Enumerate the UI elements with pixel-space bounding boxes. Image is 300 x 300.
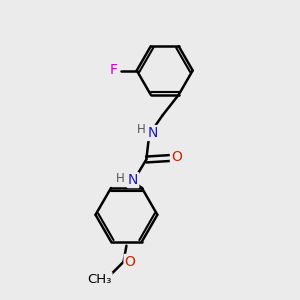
- Text: H: H: [116, 172, 125, 184]
- Text: N: N: [148, 126, 158, 140]
- Text: O: O: [124, 255, 135, 269]
- Text: F: F: [110, 63, 118, 77]
- Text: O: O: [171, 150, 182, 164]
- Text: CH₃: CH₃: [87, 273, 112, 286]
- Text: N: N: [128, 173, 138, 187]
- Text: H: H: [136, 123, 146, 136]
